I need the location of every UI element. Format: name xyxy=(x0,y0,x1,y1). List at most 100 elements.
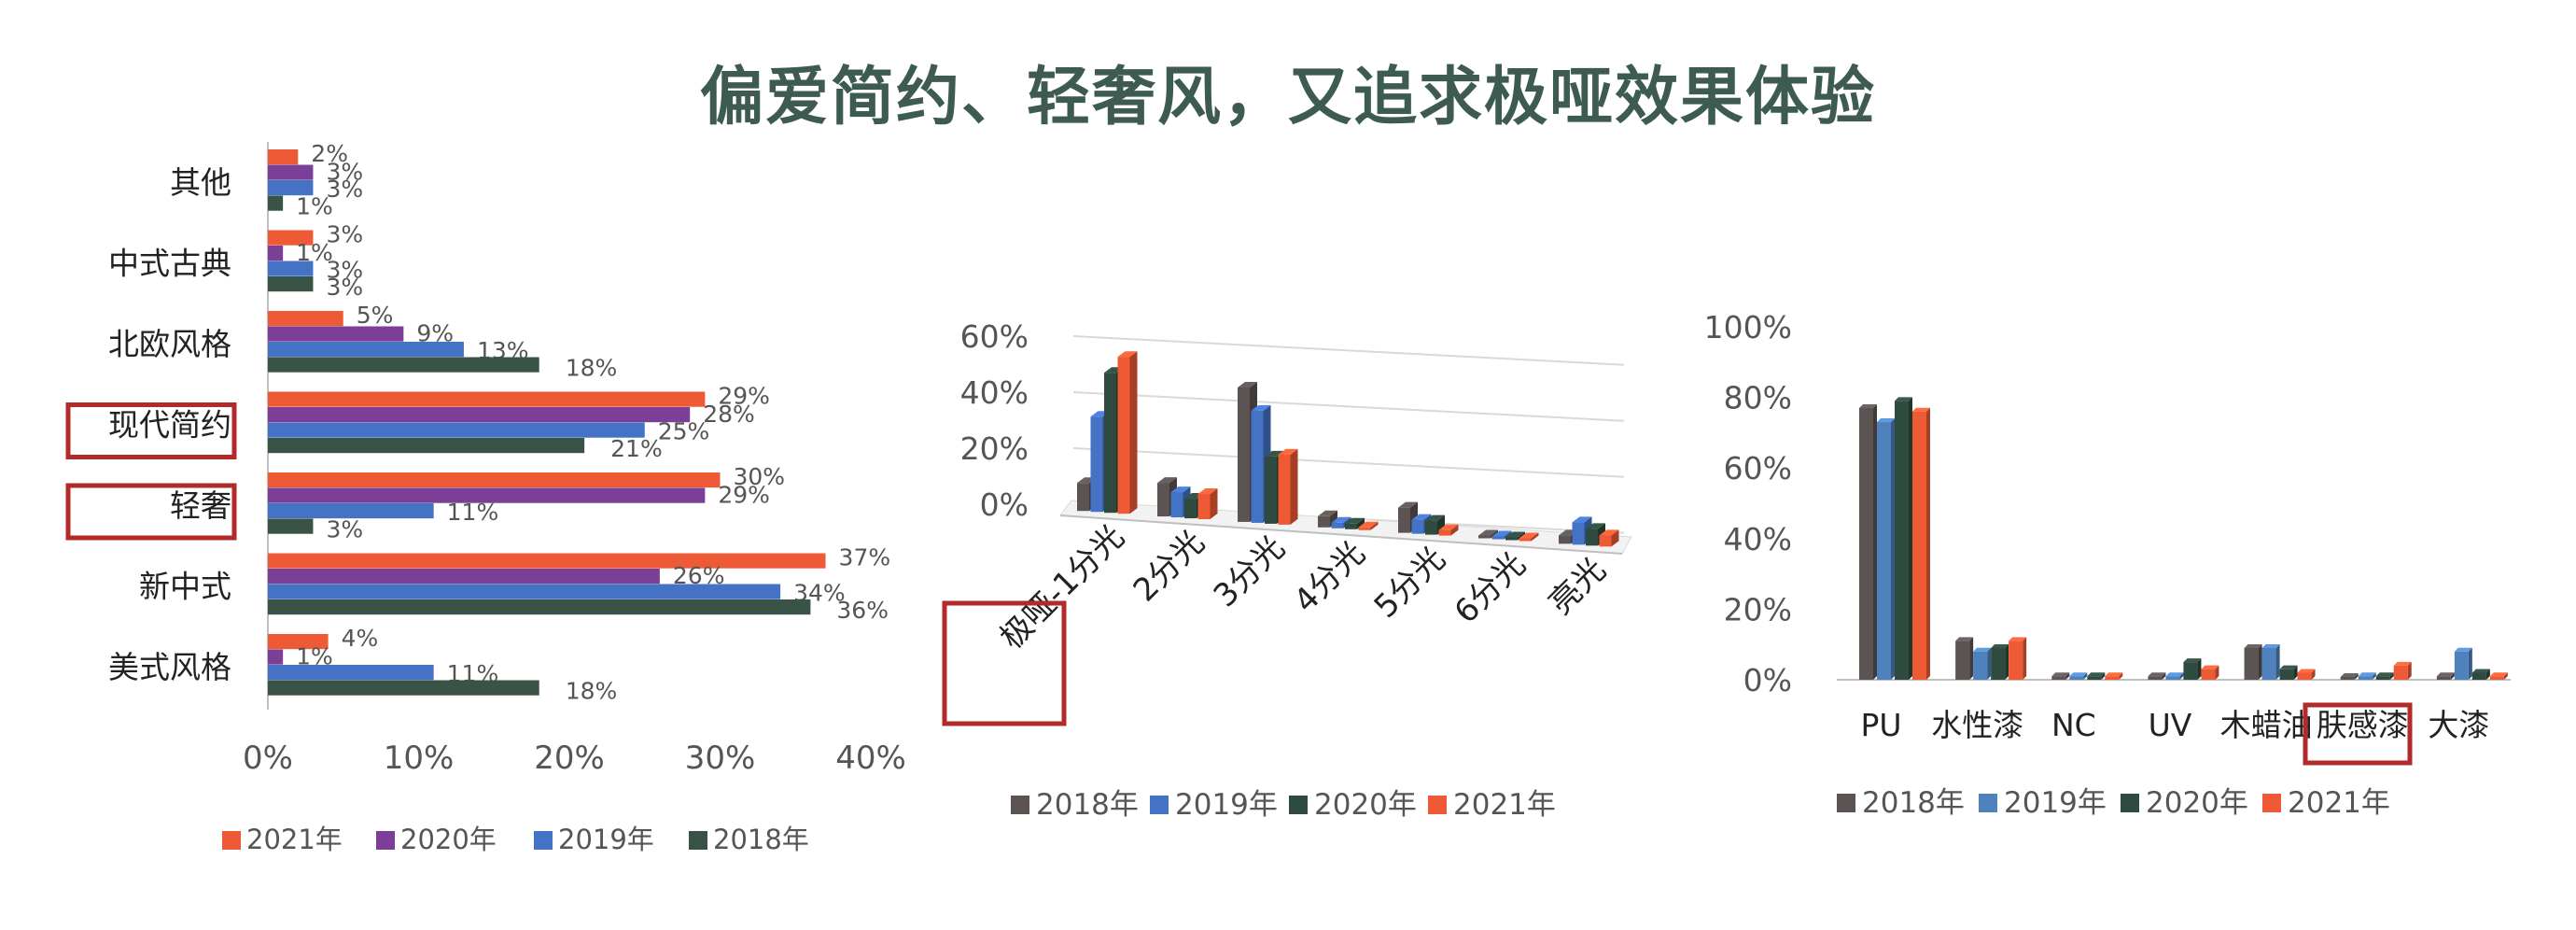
bar-front-4-2 xyxy=(1425,520,1437,535)
legend-swatch-2 xyxy=(1289,796,1308,814)
y-tick-label-0: 0% xyxy=(980,486,1029,523)
bar-front-1-0 xyxy=(1157,483,1169,517)
x-tick-label-1: 10% xyxy=(384,740,455,777)
bar-side-6-3 xyxy=(2503,672,2508,680)
bar-2-2 xyxy=(268,342,464,358)
data-label-5-0: 37% xyxy=(839,544,891,571)
bar-5-3 xyxy=(268,599,811,615)
legend-label-1: 2020年 xyxy=(400,824,497,855)
bar-front-5-0 xyxy=(1478,535,1491,539)
bar-top-2-0 xyxy=(2051,672,2070,677)
bar-top-5-2 xyxy=(1505,531,1525,538)
legend-label-2: 2020年 xyxy=(2146,786,2248,820)
style-preference-chart: 2%3%3%1%其他3%1%3%3%中式古典5%9%13%18%北欧风格29%2… xyxy=(65,140,906,855)
bar-top-2-1 xyxy=(2069,672,2088,677)
legend-label-2: 2020年 xyxy=(1314,788,1417,822)
data-label-0-0: 2% xyxy=(311,140,348,167)
bar-top-6-3 xyxy=(1599,529,1619,536)
bar-5-0 xyxy=(268,553,826,569)
bar-side-4-2 xyxy=(2293,665,2298,680)
x-tick-label-4: 40% xyxy=(835,740,906,777)
bar-top-0-3 xyxy=(1912,407,1930,412)
bar-top-1-1 xyxy=(1170,486,1191,493)
bar-side-3-3 xyxy=(2215,665,2219,680)
bar-front-5-2 xyxy=(2375,676,2390,680)
bar-side-2-2 xyxy=(2101,672,2106,680)
data-label-6-0: 4% xyxy=(342,625,379,652)
bar-side-6-1 xyxy=(2468,647,2472,680)
bar-front-0-3 xyxy=(1912,411,1926,680)
bar-side-1-1 xyxy=(1987,647,1992,680)
bar-0-0 xyxy=(268,149,299,165)
data-label-4-1: 29% xyxy=(718,482,770,509)
bar-front-2-0 xyxy=(2051,676,2066,680)
bar-front-0-1 xyxy=(1877,422,1891,680)
bar-top-5-1 xyxy=(1491,530,1512,537)
bar-0-1 xyxy=(268,164,314,180)
x-tick-label-0: 0% xyxy=(243,740,293,777)
bar-top-3-3 xyxy=(2201,665,2219,669)
bar-3-1 xyxy=(268,407,691,423)
bar-top-3-1 xyxy=(2165,672,2184,677)
bar-top-2-3 xyxy=(2105,672,2123,677)
bar-top-1-2 xyxy=(1991,643,2009,648)
legend-label-0: 2018年 xyxy=(1862,786,1965,820)
y-tick-label-1: 20% xyxy=(960,430,1029,467)
bar-top-0-3 xyxy=(1117,351,1138,358)
category-label-0: 其他 xyxy=(170,164,231,201)
data-label-5-3: 36% xyxy=(836,597,889,624)
bar-front-3-3 xyxy=(1358,527,1371,530)
bar-1-2 xyxy=(268,261,314,276)
bar-top-3-3 xyxy=(1358,521,1379,528)
bar-6-2 xyxy=(268,665,434,681)
bar-front-1-1 xyxy=(1973,651,1988,680)
legend-label-1: 2019年 xyxy=(1175,788,1278,822)
data-label-0-3: 1% xyxy=(296,193,333,220)
legend-label-0: 2021年 xyxy=(246,824,343,855)
category-label-3: 4分光 xyxy=(1287,534,1373,620)
legend-swatch-1 xyxy=(1150,796,1169,814)
bar-top-1-3 xyxy=(2009,637,2027,641)
y-tick-label-3: 60% xyxy=(1724,450,1792,486)
bar-top-4-0 xyxy=(1398,501,1418,508)
legend-label-0: 2018年 xyxy=(1036,788,1139,822)
bar-side-3-3 xyxy=(1370,521,1379,530)
bar-4-2 xyxy=(268,503,434,519)
bar-front-6-3 xyxy=(2489,676,2504,680)
bar-side-5-3 xyxy=(2407,661,2412,680)
data-label-0-1: 3% xyxy=(326,159,363,186)
bar-side-0-1 xyxy=(1891,418,1895,680)
category-label-6: 大漆 xyxy=(2428,707,2489,743)
bar-4-0 xyxy=(268,472,721,488)
bar-side-4-3 xyxy=(1450,524,1459,536)
legend-label-3: 2021年 xyxy=(2288,786,2390,820)
bar-top-4-3 xyxy=(2297,669,2316,673)
bar-top-3-0 xyxy=(2148,672,2166,677)
category-label-3: UV xyxy=(2149,707,2192,743)
data-label-4-0: 30% xyxy=(734,463,786,490)
bar-top-4-1 xyxy=(2261,643,2280,648)
bar-top-2-1 xyxy=(1251,404,1271,411)
bar-side-0-0 xyxy=(1873,403,1877,680)
bar-5-1 xyxy=(268,569,660,585)
bar-front-5-3 xyxy=(1519,538,1532,542)
gridline-3 xyxy=(1072,335,1625,366)
bar-front-4-1 xyxy=(1411,519,1424,534)
category-label-5: 6分光 xyxy=(1448,545,1533,631)
bar-0-2 xyxy=(268,180,314,196)
category-label-1: 水性漆 xyxy=(1931,707,2023,743)
legend-swatch-0 xyxy=(1011,796,1029,814)
gridline-2 xyxy=(1072,391,1625,422)
category-label-5: 肤感漆 xyxy=(2317,707,2409,743)
bar-side-3-1 xyxy=(2179,672,2184,680)
bar-top-3-1 xyxy=(1331,516,1351,523)
bar-front-3-2 xyxy=(2183,662,2198,680)
bar-top-1-3 xyxy=(1197,488,1218,495)
category-label-4: 5分光 xyxy=(1367,540,1453,626)
bar-front-3-0 xyxy=(2148,676,2163,680)
bar-front-6-0 xyxy=(1559,535,1571,544)
bar-front-6-2 xyxy=(2471,672,2486,680)
bar-side-2-3 xyxy=(2119,672,2123,680)
legend-swatch-0 xyxy=(222,831,241,850)
bar-side-1-3 xyxy=(2023,637,2027,680)
